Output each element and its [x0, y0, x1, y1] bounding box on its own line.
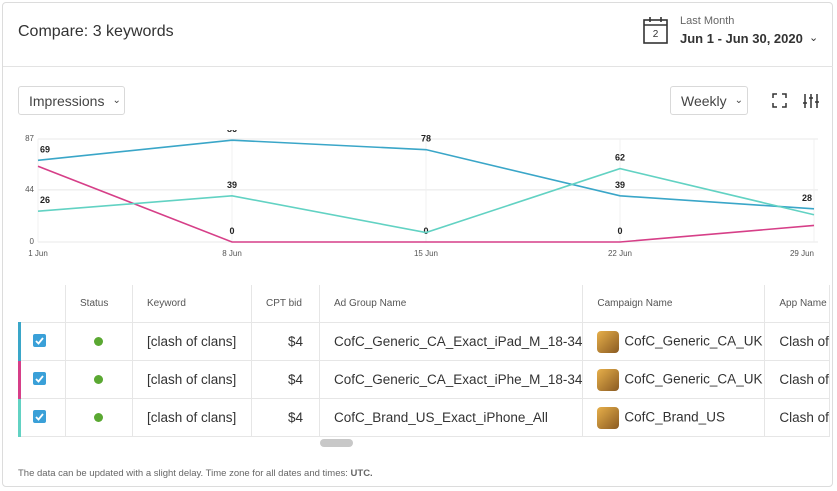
table-row: [clash of clans] $4 CofC_Generic_CA_Exact_… — [18, 322, 830, 361]
cell-text: CofC_Brand_US — [624, 409, 725, 425]
cell-text: [clash of clans] — [147, 410, 237, 425]
cell-text: $4 — [287, 372, 303, 387]
cell-text: [clash of clans] — [147, 334, 237, 349]
value-label: 78 — [421, 134, 431, 144]
cell-text: CofC_Generic_CA_Exact_iPhe_M_18-34 — [334, 372, 583, 387]
status-dot — [94, 413, 103, 422]
table-cell: CofC_Generic_CA_Exact_iPad_M_18-34 — [319, 322, 584, 361]
x-tick-label: 1 Jun — [28, 249, 48, 258]
table-cell: Clash of — [764, 398, 830, 437]
metric-label: Impressions — [29, 92, 105, 109]
table-cell: CofC_Generic_CA_UK — [582, 360, 766, 399]
table-cell: CofC_Brand_US_Exact_iPhone_All — [319, 398, 584, 437]
y-tick-label: 87 — [25, 134, 34, 143]
table-cell: $4 — [251, 360, 320, 399]
column-header: Keyword — [132, 285, 252, 323]
value-label: 0 — [423, 226, 428, 236]
table-cell: $4 — [251, 398, 320, 437]
value-label: 86 — [227, 130, 237, 134]
campaign-icon — [597, 330, 620, 353]
checkbox[interactable] — [33, 333, 46, 347]
column-header: Ad Group Name — [319, 285, 584, 323]
campaign-icon — [597, 406, 620, 429]
footer-zone: UTC. — [350, 468, 373, 479]
table-cell: Clash of — [764, 360, 830, 399]
interval-dropdown[interactable]: Weekly ⌄ — [670, 86, 748, 115]
select-cell — [18, 398, 66, 437]
cell-text: $4 — [287, 334, 303, 349]
cell-text: CofC_Generic_CA_Exact_iPad_M_18-34 — [334, 334, 583, 349]
cell-text: CofC_Generic_CA_UK — [624, 333, 763, 349]
keyword-table: Status Keyword CPT bid Ad Group Name Campaig… — [18, 285, 830, 437]
value-label: 26 — [40, 195, 50, 205]
value-label: 28 — [802, 193, 812, 203]
cell-text: Clash of — [779, 372, 829, 387]
table-cell: [clash of clans] — [132, 322, 252, 361]
table-cell: CofC_Generic_CA_Exact_iPhe_M_18-34 — [319, 360, 584, 399]
date-caption: Last Month — [680, 15, 735, 27]
value-label: 39 — [227, 180, 237, 190]
table-row: [clash of clans] $4 CofC_Brand_US_Exact_iP… — [18, 398, 830, 437]
value-label: 62 — [615, 153, 625, 163]
table-cell: $4 — [251, 322, 320, 361]
cell-text: $4 — [287, 410, 303, 425]
date-caret[interactable]: ⌄ — [809, 32, 819, 44]
x-tick-label: 8 Jun — [222, 249, 242, 258]
calendar-day: 2 — [653, 29, 659, 40]
select-cell — [18, 322, 66, 361]
interval-label: Weekly — [681, 92, 727, 109]
series-line — [37, 167, 815, 234]
title: Compare: 3 keywords — [18, 23, 174, 40]
table-cell: [clash of clans] — [132, 398, 252, 437]
table-cell: [clash of clans] — [132, 360, 252, 399]
checkbox[interactable] — [33, 371, 46, 385]
column-header: App Name — [764, 285, 830, 323]
series-line — [37, 139, 815, 210]
y-tick-label: 44 — [25, 185, 34, 194]
table-cell: CofC_Generic_CA_UK — [582, 322, 766, 361]
fullscreen-button[interactable] — [772, 93, 787, 108]
metric-dropdown[interactable]: Impressions ⌄ — [18, 86, 125, 115]
status-cell — [65, 360, 133, 399]
settings-button[interactable] — [803, 94, 819, 108]
status-cell — [65, 322, 133, 361]
calendar-icon: 2 — [643, 17, 668, 44]
scrollbar[interactable] — [320, 439, 353, 447]
footer: The data can be updated with a slight de… — [18, 468, 373, 479]
date-range[interactable]: Jun 1 - Jun 30, 2020 — [680, 31, 803, 46]
x-tick-label: 29 Jun — [790, 249, 814, 258]
header-cell — [19, 285, 66, 323]
checkbox[interactable] — [33, 409, 46, 423]
cell-text: CofC_Generic_CA_UK — [624, 371, 763, 387]
status-dot — [94, 375, 103, 384]
cell-text: Clash of — [779, 410, 829, 425]
value-label: 69 — [40, 144, 50, 154]
column-header: Status — [65, 285, 133, 323]
y-tick-label: 0 — [30, 237, 35, 246]
cell-text: Clash of — [779, 334, 829, 349]
value-label: 39 — [615, 180, 625, 190]
value-label: 0 — [617, 226, 622, 236]
value-label: 0 — [229, 226, 234, 236]
column-header: Campaign Name — [582, 285, 766, 323]
chart-tools — [772, 93, 819, 108]
cell-text: CofC_Brand_US_Exact_iPhone_All — [334, 410, 548, 425]
x-tick-label: 15 Jun — [414, 249, 438, 258]
column-header: CPT bid — [251, 285, 320, 323]
status-dot — [94, 337, 103, 346]
campaign-icon — [597, 368, 620, 391]
status-cell — [65, 398, 133, 437]
footer-note: The data can be updated with a slight de… — [18, 468, 348, 479]
table-cell: Clash of — [764, 322, 830, 361]
select-cell — [18, 360, 66, 399]
x-tick-label: 22 Jun — [608, 249, 632, 258]
series-line — [37, 165, 815, 243]
divider — [3, 66, 833, 67]
cell-text: [clash of clans] — [147, 372, 237, 387]
chart: 0 44 87 1 Jun 8 Jun 15 Jun 22 Jun 29 Jun 69 86 78 3… — [25, 130, 818, 258]
table-cell: CofC_Brand_US — [582, 398, 766, 437]
table-row: [clash of clans] $4 CofC_Generic_CA_Exact_… — [18, 360, 830, 399]
